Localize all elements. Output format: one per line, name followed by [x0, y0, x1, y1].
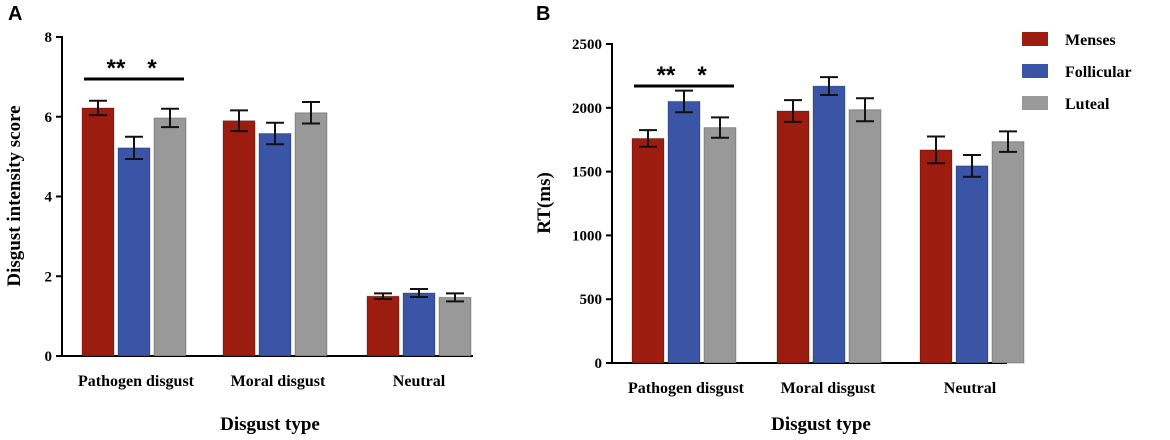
- panel-b-y-axis-title: RT(ms): [534, 172, 555, 234]
- panel-b-x-axis-title: Disgust type: [771, 414, 871, 435]
- panel-a-bar-follicular-1: [258, 132, 292, 357]
- panel-a-x-tick-label: Moral disgust: [231, 373, 326, 390]
- panel-a-y-tick-label: 0: [45, 349, 53, 365]
- panel-b-y-tick-label: 0: [595, 356, 603, 372]
- panel-b: B RT(ms) Disgust type 0 500 1000 1500 2000 25…: [534, 3, 1025, 435]
- panel-b-x-tick-label: Neutral: [944, 380, 997, 397]
- legend-swatch-luteal: [1022, 96, 1048, 110]
- panel-a-bar-menses-2: [366, 295, 400, 357]
- legend-label-follicular: Follicular: [1065, 64, 1132, 81]
- panel-a-y-tick-label: 6: [45, 110, 53, 126]
- panel-b-x-tick-label: Moral disgust: [781, 380, 876, 397]
- panel-a-y-tick-label: 2: [45, 269, 53, 285]
- panel-a-bar-luteal-1: [294, 112, 328, 357]
- panel-b-bar-menses-2: [919, 149, 953, 364]
- panel-a-y-tick-label: 8: [45, 30, 53, 46]
- panel-b-bar-luteal-1: [848, 109, 882, 364]
- panel-b-bar-luteal-2: [991, 141, 1025, 364]
- panel-b-bar-luteal-0: [703, 127, 737, 364]
- panel-a-significance-label: *: [147, 55, 157, 82]
- panel-b-bar-follicular-1: [812, 85, 846, 364]
- panel-b-bar-menses-0: [631, 137, 665, 364]
- panel-b-label: B: [536, 3, 550, 25]
- panel-a-bar-menses-1: [222, 120, 256, 357]
- legend-swatch-menses: [1022, 32, 1048, 46]
- panel-a-bar-follicular-0: [117, 147, 151, 357]
- panel-b-x-tick-label: Pathogen disgust: [628, 380, 745, 397]
- panel-b-bar-follicular-0: [667, 100, 701, 364]
- panel-a-y-axis-title: Disgust intensity score: [4, 105, 25, 286]
- panel-b-y-tick-label: 2000: [572, 101, 602, 117]
- panel-b-y-tick-label: 500: [580, 292, 603, 308]
- legend-swatch-follicular: [1022, 64, 1048, 78]
- legend-label-luteal: Luteal: [1065, 96, 1110, 113]
- panel-a-x-axis-title: Disgust type: [220, 414, 320, 435]
- panel-b-bar-menses-1: [776, 110, 810, 364]
- panel-a-bar-luteal-2: [438, 296, 472, 357]
- legend-label-menses: Menses: [1065, 32, 1116, 49]
- panel-a-x-tick-label: Neutral: [393, 373, 446, 390]
- panel-a: A Disgust intensity score Disgust type 0…: [4, 3, 473, 435]
- panel-a-y-tick-label: 4: [45, 190, 53, 206]
- panel-a-bar-luteal-0: [153, 117, 187, 357]
- panel-a-x-tick-label: Pathogen disgust: [78, 373, 195, 390]
- panel-b-bar-follicular-2: [955, 165, 989, 364]
- legend: Menses Follicular Luteal: [1022, 32, 1132, 113]
- panel-b-significance-label: *: [697, 62, 707, 89]
- panel-a-significance-label: **: [107, 55, 126, 82]
- panel-b-y-tick-label: 1000: [572, 228, 602, 244]
- panel-b-y-tick-label: 2500: [572, 37, 602, 53]
- panel-a-bar-menses-0: [81, 107, 115, 357]
- panel-b-significance-label: **: [657, 62, 676, 89]
- panel-b-y-tick-label: 1500: [572, 165, 602, 181]
- panel-a-label: A: [8, 3, 22, 25]
- panel-a-bar-follicular-2: [402, 292, 436, 357]
